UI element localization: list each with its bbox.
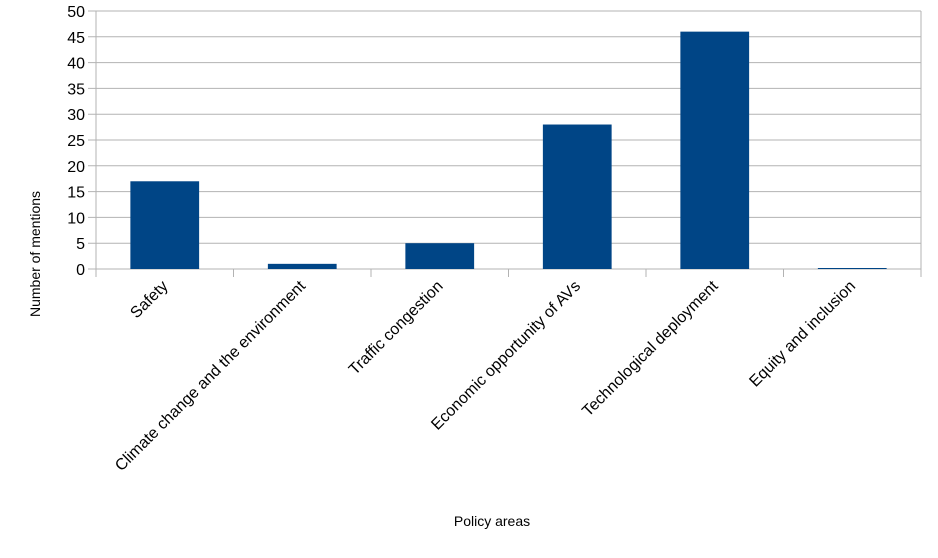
bar bbox=[542, 124, 612, 270]
y-tick-label: 45 bbox=[67, 30, 85, 47]
y-tick-label: 10 bbox=[67, 210, 85, 227]
y-tick-label: 35 bbox=[67, 81, 85, 98]
x-axis-title: Policy areas bbox=[454, 513, 530, 529]
y-tick-label: 5 bbox=[76, 236, 85, 253]
y-tick-label: 0 bbox=[76, 262, 85, 279]
y-tick-label: 20 bbox=[67, 159, 85, 176]
x-category-label: Equity and inclusion bbox=[746, 278, 859, 391]
y-tick-label: 40 bbox=[67, 56, 85, 73]
y-axis-ticks: 0 5 10 15 20 25 30 35 40 45 50 bbox=[67, 4, 85, 279]
bar bbox=[680, 31, 750, 269]
bar bbox=[130, 181, 200, 269]
bar bbox=[405, 243, 475, 269]
gridlines bbox=[88, 10, 922, 277]
x-category-label: Traffic congestion bbox=[346, 278, 447, 379]
x-category-label: Technological deployment bbox=[579, 277, 722, 420]
bar bbox=[817, 268, 887, 269]
bar bbox=[267, 263, 337, 269]
bars bbox=[130, 31, 887, 270]
y-tick-label: 50 bbox=[67, 4, 85, 21]
y-tick-label: 15 bbox=[67, 185, 85, 202]
y-tick-label: 30 bbox=[67, 107, 85, 124]
x-category-label: Safety bbox=[127, 278, 171, 322]
y-axis-title: Number of mentions bbox=[27, 191, 43, 317]
y-tick-label: 25 bbox=[67, 133, 85, 150]
x-category-label: Economic opportunity of AVs bbox=[428, 278, 584, 434]
